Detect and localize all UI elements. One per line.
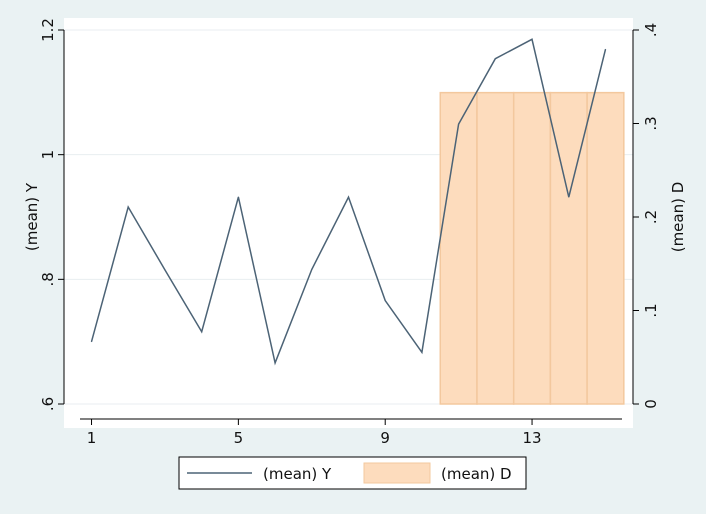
point-y-4 [201,331,203,333]
x-tick-label: 5 [234,429,244,447]
point-y-2 [127,206,129,208]
right-axis-title: (mean) D [669,182,687,253]
right-tick-label: 0 [642,399,660,409]
point-y-6 [274,362,276,364]
point-y-14 [568,196,570,198]
point-y-11 [458,123,460,125]
legend-key-bar [363,462,431,484]
bar-series [439,91,625,405]
left-axis-title: (mean) Y [23,182,41,251]
point-y-12 [494,58,496,60]
right-tick-label: .3 [642,116,660,130]
left-tick-label: .6 [39,397,57,411]
point-y-3 [164,269,166,271]
line-series [90,38,607,366]
legend-label-y: (mean) Y [263,465,332,483]
point-y-9 [384,300,386,302]
tick-marks [58,29,639,425]
point-y-1 [91,341,93,343]
point-y-13 [531,38,533,40]
bar-d-14 [549,91,588,405]
x-tick-label: 1 [87,429,97,447]
left-tick-label: 1 [39,150,57,160]
point-y-8 [348,196,349,198]
legend: (mean) Y (mean) D [178,456,527,490]
right-tick-label: .4 [642,23,660,37]
bar-d-11 [439,91,478,405]
bar-d-15 [586,91,625,405]
left-tick-label: .8 [39,272,57,286]
point-y-7 [311,268,313,270]
left-tick-label: 1.2 [39,18,57,42]
bar-d-12 [476,91,515,405]
right-tick-label: .2 [642,210,660,224]
point-y-10 [421,351,423,353]
right-tick-label: .1 [642,303,660,317]
point-y-15 [604,48,606,50]
legend-label-d: (mean) D [441,465,512,483]
bar-d-13 [512,91,552,405]
x-tick-label: 13 [523,429,542,447]
x-tick-label: 9 [380,429,390,447]
point-y-5 [237,196,239,198]
